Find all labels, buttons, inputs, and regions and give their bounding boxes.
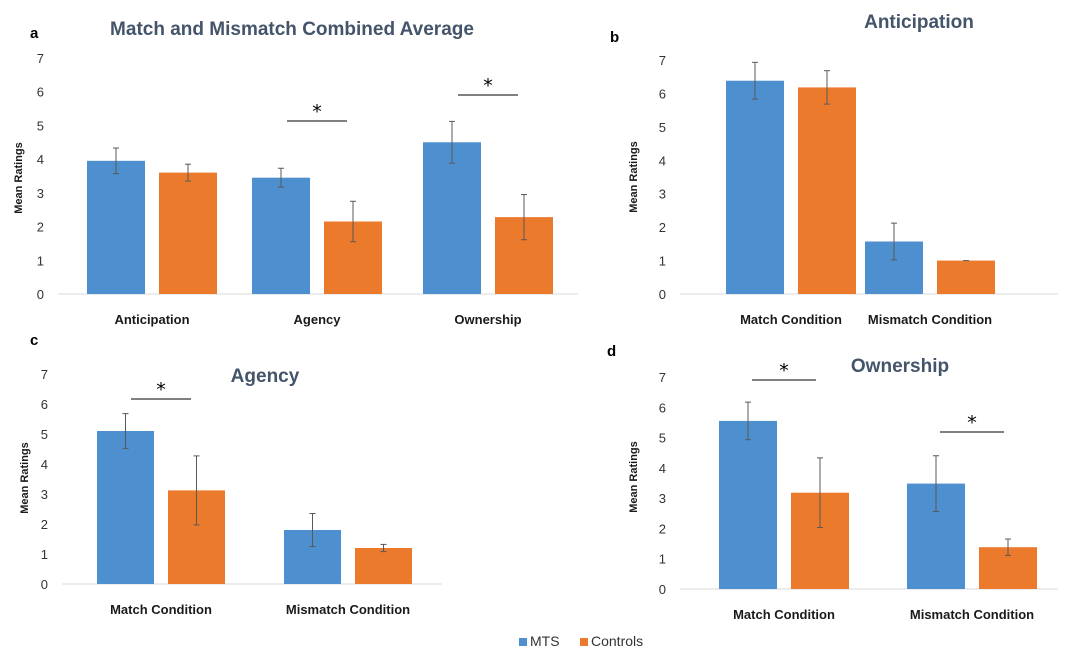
chart-title: Agency (231, 366, 300, 387)
bar-mts-match-condition (719, 420, 777, 589)
bar-mts-match-condition (97, 431, 154, 584)
chart-title: Match and Mismatch Combined Average (110, 19, 474, 40)
error-bar (193, 455, 200, 526)
x-category-label: Match Condition (110, 602, 212, 617)
y-tick-label: 5 (41, 427, 48, 442)
error-bar (449, 120, 455, 164)
legend-label-mts: MTS (530, 633, 560, 649)
error-bar (309, 513, 316, 547)
y-tick-label: 1 (659, 254, 666, 269)
y-tick-label: 5 (659, 431, 666, 446)
panel-letter: c (30, 332, 38, 349)
error-bar (824, 70, 830, 105)
y-tick-label: 3 (659, 187, 666, 202)
error-bar (185, 163, 191, 182)
y-tick-label: 4 (659, 153, 666, 168)
error-bar (521, 194, 527, 241)
y-tick-label: 7 (41, 367, 48, 382)
y-tick-label: 1 (41, 547, 48, 562)
y-tick-label: 2 (41, 517, 48, 532)
x-category-label: Mismatch Condition (868, 312, 992, 327)
panel-letter: b (610, 29, 619, 46)
y-tick-label: 1 (659, 552, 666, 567)
significance-star: * (156, 379, 166, 401)
y-tick-label: 4 (41, 457, 48, 472)
legend-label-controls: Controls (591, 633, 643, 649)
error-bar (1005, 538, 1011, 556)
error-bar (933, 455, 939, 512)
legend: MTS Controls (519, 633, 643, 649)
y-tick-label: 0 (659, 582, 666, 597)
y-axis-label: Mean Ratings (13, 142, 25, 214)
legend-swatch-controls (580, 638, 588, 646)
chart-panel-d: d Ownership Mean Ratings 0 1 2 3 4 5 6 7 Match Cond… (607, 343, 1058, 622)
error-bar (122, 413, 129, 449)
y-tick-label: 6 (659, 86, 666, 101)
chart-title: Anticipation (864, 12, 974, 33)
error-bar (380, 543, 387, 553)
y-tick-label: 0 (41, 577, 48, 592)
chart-title: Ownership (851, 356, 949, 377)
significance-star: * (483, 75, 493, 97)
y-axis-label: Mean Ratings (19, 442, 31, 514)
bar-controls-mismatch-condition (937, 260, 995, 294)
y-tick-label: 5 (37, 118, 44, 133)
significance-star: * (779, 360, 789, 382)
x-category-label: Anticipation (114, 312, 189, 327)
legend-swatch-mts (519, 638, 527, 646)
y-tick-label: 3 (659, 491, 666, 506)
chart-panel-b: b Anticipation Mean Ratings 0 1 2 3 4 5 6 7 Match C… (610, 12, 1058, 327)
y-tick-label: 6 (659, 400, 666, 415)
y-tick-label: 6 (37, 85, 44, 100)
error-bar (350, 200, 356, 243)
y-tick-label: 0 (37, 287, 44, 302)
bar-controls-anticipation (159, 172, 217, 294)
bar-controls-mismatch-condition (355, 548, 412, 584)
chart-panels: a Match and Mismatch Combined Average Mean… (13, 12, 1058, 622)
error-bar (752, 61, 758, 100)
x-category-label: Ownership (454, 312, 521, 327)
y-tick-label: 6 (41, 397, 48, 412)
error-bar (891, 222, 897, 261)
x-category-label: Agency (294, 312, 342, 327)
y-tick-label: 2 (37, 220, 44, 235)
y-tick-label: 7 (659, 370, 666, 385)
chart-panel-a: a Match and Mismatch Combined Average Mean… (13, 19, 578, 327)
error-bar (113, 147, 119, 175)
x-category-label: Match Condition (733, 607, 835, 622)
bar-mts-ownership (423, 142, 481, 294)
error-bar (278, 167, 284, 188)
panel-letter: d (607, 343, 616, 360)
significance-star: * (967, 412, 977, 434)
y-tick-label: 3 (37, 186, 44, 201)
y-tick-label: 5 (659, 120, 666, 135)
panel-letter: a (30, 25, 39, 42)
y-tick-label: 7 (37, 51, 44, 66)
y-tick-label: 7 (659, 53, 666, 68)
significance-star: * (312, 101, 322, 123)
y-tick-label: 2 (659, 521, 666, 536)
error-bar (745, 401, 751, 441)
x-category-label: Match Condition (740, 312, 842, 327)
error-bar (817, 457, 823, 529)
y-tick-label: 4 (659, 461, 666, 476)
bar-mts-agency (252, 177, 310, 294)
y-tick-label: 3 (41, 487, 48, 502)
bar-controls-match-condition (798, 87, 856, 294)
chart-panel-c: c Agency Mean Ratings 0 1 2 3 4 5 6 7 Match Conditi… (19, 332, 442, 617)
y-tick-label: 4 (37, 152, 44, 167)
x-category-label: Mismatch Condition (286, 602, 410, 617)
y-tick-label: 2 (659, 220, 666, 235)
bar-mts-anticipation (87, 160, 145, 294)
y-tick-label: 0 (659, 287, 666, 302)
y-tick-label: 1 (37, 253, 44, 268)
y-axis-label: Mean Ratings (628, 441, 640, 513)
bar-mts-match-condition (726, 80, 784, 295)
x-category-label: Mismatch Condition (910, 607, 1034, 622)
y-axis-label: Mean Ratings (628, 141, 640, 213)
